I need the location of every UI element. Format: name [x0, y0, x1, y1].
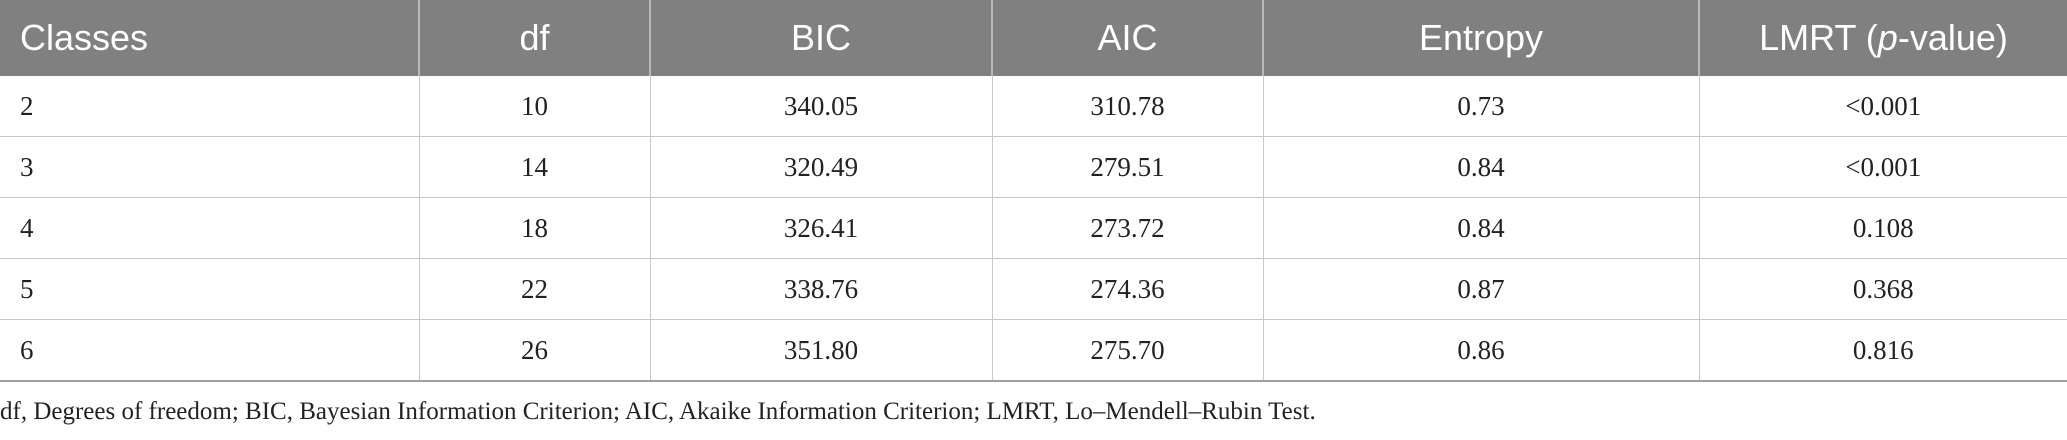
cell-aic: 274.36: [992, 258, 1264, 320]
header-entropy: Entropy: [1263, 0, 1700, 76]
table-body: 2 10 340.05 310.78 0.73 <0.001 3 14 320.…: [0, 76, 2067, 382]
cell-entropy: 0.84: [1263, 136, 1700, 198]
cell-df: 26: [419, 319, 651, 382]
table-row: 5 22 338.76 274.36 0.87 0.368: [0, 258, 2067, 320]
header-df: df: [419, 0, 651, 76]
cell-bic: 320.49: [650, 136, 993, 198]
table-row: 6 26 351.80 275.70 0.86 0.816: [0, 319, 2067, 382]
header-row: Classes df BIC AIC Entropy LMRT (p-value…: [0, 0, 2067, 76]
model-fit-table-container: Classes df BIC AIC Entropy LMRT (p-value…: [0, 0, 2067, 382]
cell-classes: 3: [0, 136, 420, 198]
header-lmrt-prefix: LMRT (: [1759, 17, 1878, 58]
cell-entropy: 0.84: [1263, 197, 1700, 259]
cell-df: 14: [419, 136, 651, 198]
cell-aic: 279.51: [992, 136, 1264, 198]
cell-entropy: 0.87: [1263, 258, 1700, 320]
table-row: 2 10 340.05 310.78 0.73 <0.001: [0, 76, 2067, 137]
cell-lmrt: <0.001: [1699, 76, 2067, 137]
header-classes: Classes: [0, 0, 420, 76]
table-row: 3 14 320.49 279.51 0.84 <0.001: [0, 136, 2067, 198]
cell-bic: 351.80: [650, 319, 993, 382]
cell-bic: 338.76: [650, 258, 993, 320]
model-fit-table: Classes df BIC AIC Entropy LMRT (p-value…: [0, 0, 2067, 382]
cell-bic: 340.05: [650, 76, 993, 137]
table-header: Classes df BIC AIC Entropy LMRT (p-value…: [0, 0, 2067, 76]
cell-aic: 310.78: [992, 76, 1264, 137]
cell-df: 10: [419, 76, 651, 137]
cell-entropy: 0.86: [1263, 319, 1700, 382]
cell-df: 18: [419, 197, 651, 259]
header-lmrt-p: p: [1877, 17, 1898, 58]
cell-lmrt: 0.108: [1699, 197, 2067, 259]
cell-lmrt: <0.001: [1699, 136, 2067, 198]
cell-df: 22: [419, 258, 651, 320]
table-footnote: df, Degrees of freedom; BIC, Bayesian In…: [0, 398, 1316, 425]
header-lmrt: LMRT (p-value): [1699, 0, 2067, 76]
cell-classes: 2: [0, 76, 420, 137]
cell-classes: 5: [0, 258, 420, 320]
cell-entropy: 0.73: [1263, 76, 1700, 137]
cell-lmrt: 0.816: [1699, 319, 2067, 382]
cell-classes: 6: [0, 319, 420, 382]
header-bic: BIC: [650, 0, 993, 76]
table-row: 4 18 326.41 273.72 0.84 0.108: [0, 197, 2067, 259]
header-aic: AIC: [992, 0, 1264, 76]
header-lmrt-suffix: -value): [1897, 17, 2008, 58]
cell-bic: 326.41: [650, 197, 993, 259]
cell-classes: 4: [0, 197, 420, 259]
cell-aic: 273.72: [992, 197, 1264, 259]
cell-lmrt: 0.368: [1699, 258, 2067, 320]
cell-aic: 275.70: [992, 319, 1264, 382]
